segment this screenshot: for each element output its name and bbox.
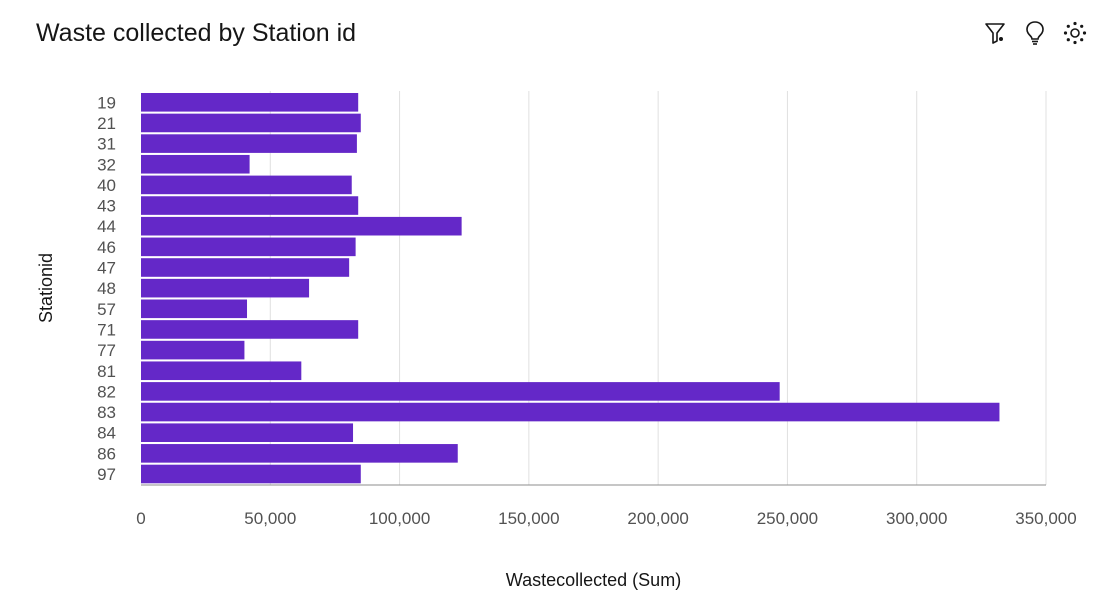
bar-station-86[interactable]	[141, 444, 458, 463]
gridlines	[269, 91, 1047, 485]
filter-button[interactable]	[982, 18, 1008, 48]
y-axis-title: Stationid	[36, 253, 56, 323]
x-tick-labels: 0 50,000 100,000 150,000 200,000 250,000 300,0…	[136, 509, 1076, 528]
y-tick-label: 83	[97, 403, 116, 422]
y-tick-label: 31	[97, 135, 116, 154]
bar-station-77[interactable]	[141, 340, 245, 360]
settings-button[interactable]	[1062, 18, 1088, 48]
y-tick-label: 40	[97, 176, 116, 195]
x-tick-label: 250,000	[757, 509, 818, 528]
y-tick-label: 21	[97, 114, 116, 133]
bar-station-84[interactable]	[141, 423, 354, 442]
bar-station-44[interactable]	[141, 216, 462, 236]
bar-station-82[interactable]	[141, 382, 780, 401]
chart-toolbar	[982, 18, 1088, 48]
bar-station-83[interactable]	[141, 402, 1000, 422]
bar-station-31[interactable]	[141, 134, 357, 153]
bar-station-71[interactable]	[141, 320, 359, 339]
x-tick-label: 100,000	[369, 509, 430, 528]
y-tick-label: 47	[97, 259, 116, 278]
bar-station-57[interactable]	[141, 299, 248, 319]
x-tick-label: 150,000	[498, 509, 559, 528]
x-tick-label: 350,000	[1015, 509, 1076, 528]
y-tick-label: 48	[97, 279, 116, 298]
lightbulb-icon	[1026, 21, 1044, 45]
y-tick-label: 71	[97, 320, 116, 339]
y-tick-label: 82	[97, 382, 116, 401]
y-tick-label: 97	[97, 465, 116, 484]
settings-dots-icon	[1063, 21, 1087, 45]
bar-station-48[interactable]	[141, 278, 310, 298]
y-tick-label: 84	[97, 424, 116, 443]
x-tick-label: 200,000	[627, 509, 688, 528]
y-tick-label: 44	[97, 217, 116, 236]
filter-icon	[985, 23, 1005, 44]
bar-station-40[interactable]	[141, 175, 352, 195]
chart-title: Waste collected by Station id	[36, 19, 357, 47]
bars	[141, 93, 1000, 484]
y-tick-label: 46	[97, 238, 116, 257]
y-tick-label: 19	[97, 93, 116, 112]
bar-station-19[interactable]	[141, 93, 359, 112]
y-tick-label: 57	[97, 300, 116, 319]
bar-station-47[interactable]	[141, 258, 350, 277]
bar-station-97[interactable]	[141, 464, 361, 484]
y-tick-label: 77	[97, 341, 116, 360]
x-tick-label: 0	[136, 509, 145, 528]
y-tick-label: 43	[97, 197, 116, 216]
y-tick-label: 32	[97, 155, 116, 174]
insights-button[interactable]	[1022, 18, 1048, 48]
x-tick-label: 300,000	[886, 509, 947, 528]
bar-station-21[interactable]	[141, 113, 361, 133]
bar-station-43[interactable]	[141, 196, 359, 215]
bar-station-81[interactable]	[141, 361, 302, 381]
x-axis-title: Wastecollected (Sum)	[506, 570, 681, 590]
bar-station-46[interactable]	[141, 237, 356, 257]
bar-station-32[interactable]	[141, 154, 250, 174]
y-tick-label: 81	[97, 362, 116, 381]
y-tick-label: 86	[97, 444, 116, 463]
x-tick-label: 50,000	[244, 509, 296, 528]
